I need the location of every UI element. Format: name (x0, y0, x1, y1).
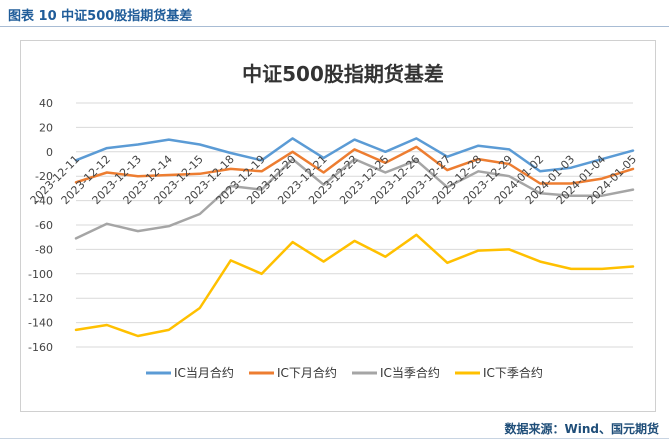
header-divider (0, 26, 669, 27)
series-line-1 (74, 137, 635, 173)
figure-caption: 图表 10 中证500股指期货基差 (8, 9, 193, 24)
legend-label-3: IC当季合约 (380, 365, 440, 380)
y-tick-label: -20 (35, 170, 53, 183)
legend-label-1: IC当月合约 (174, 365, 234, 380)
legend-label-2: IC下月合约 (277, 365, 337, 380)
y-tick-label: -140 (28, 317, 53, 330)
footer-divider (0, 438, 669, 439)
y-tick-label: 40 (39, 97, 53, 110)
y-axis-ticks: 40 20 0 -20 -40 -60 -80 -100 -120 -140 -160 (28, 97, 53, 354)
x-axis-ticks: 2023-12-112023-12-122023-12-132023-12-14… (28, 153, 639, 207)
y-tick-label: -40 (35, 195, 53, 208)
legend: IC当月合约 IC下月合约 IC当季合约 IC下季合约 (146, 365, 543, 380)
legend-label-4: IC下季合约 (483, 365, 543, 380)
y-tick-label: -160 (28, 341, 53, 354)
chart-frame: 中证500股指期货基差 40 20 0 -20 -40 -60 -80 -100 -120 -14… (20, 40, 656, 412)
chart-title: 中证500股指期货基差 (242, 62, 444, 86)
y-tick-label: -100 (28, 268, 53, 281)
y-tick-label: -60 (35, 219, 53, 232)
series-line-2 (74, 145, 635, 185)
y-tick-label: -120 (28, 292, 53, 305)
source-note: 数据来源：Wind、国元期货 (504, 422, 659, 436)
basis-line-chart: 中证500股指期货基差 40 20 0 -20 -40 -60 -80 -100 -120 -14… (28, 62, 639, 380)
y-tick-label: -80 (35, 243, 53, 256)
series-line-4 (74, 233, 635, 338)
series-lines (74, 137, 635, 338)
series-line-3 (74, 157, 635, 240)
y-tick-label: 0 (46, 146, 53, 159)
y-tick-label: 20 (39, 121, 53, 134)
